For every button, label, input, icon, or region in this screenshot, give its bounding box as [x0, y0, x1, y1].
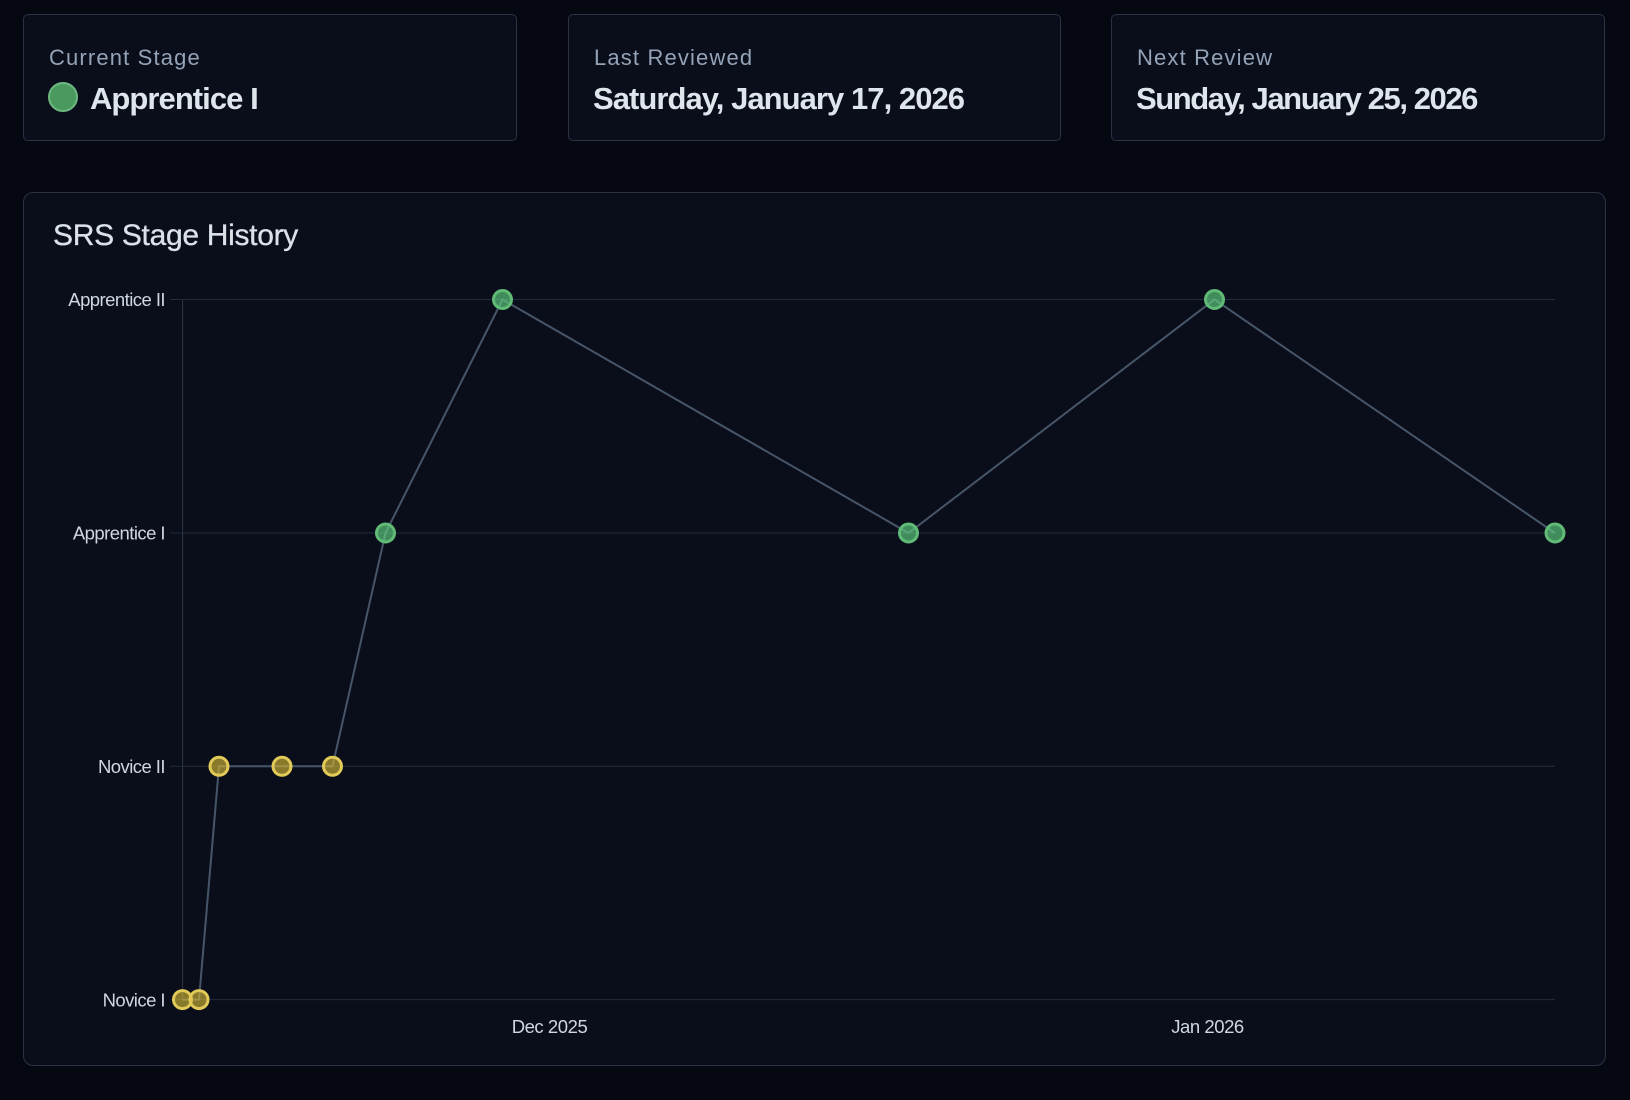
svg-text:Novice II: Novice II — [98, 756, 165, 777]
svg-text:Apprentice I: Apprentice I — [73, 523, 165, 544]
svg-text:Apprentice II: Apprentice II — [68, 289, 165, 310]
svg-text:Jan 2026: Jan 2026 — [1171, 1016, 1244, 1037]
svg-text:Novice I: Novice I — [103, 989, 165, 1010]
svg-text:Dec 2025: Dec 2025 — [512, 1016, 588, 1037]
